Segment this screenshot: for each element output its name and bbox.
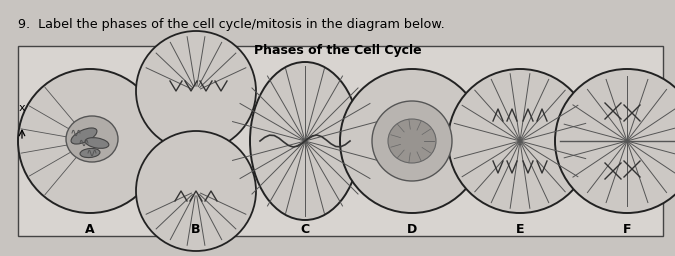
Ellipse shape [388,119,436,163]
Text: A: A [85,223,94,236]
Circle shape [448,69,592,213]
Ellipse shape [71,128,97,144]
Circle shape [136,31,256,151]
Circle shape [340,69,484,213]
Circle shape [136,131,256,251]
Bar [18,46,663,236]
Circle shape [18,69,162,213]
Text: 9.  Label the phases of the cell cycle/mitosis in the diagram below.: 9. Label the phases of the cell cycle/mi… [18,18,445,31]
Text: B: B [191,223,200,236]
Circle shape [555,69,675,213]
Text: x: x [19,103,26,113]
Circle shape [372,101,452,181]
Ellipse shape [250,62,360,220]
Text: C: C [300,223,310,236]
Text: F: F [623,223,631,236]
Text: Phases of the Cell Cycle: Phases of the Cell Cycle [254,44,421,57]
Text: E: E [516,223,524,236]
Ellipse shape [80,148,100,157]
Ellipse shape [85,138,109,148]
Text: D: D [407,223,417,236]
Ellipse shape [66,116,118,162]
